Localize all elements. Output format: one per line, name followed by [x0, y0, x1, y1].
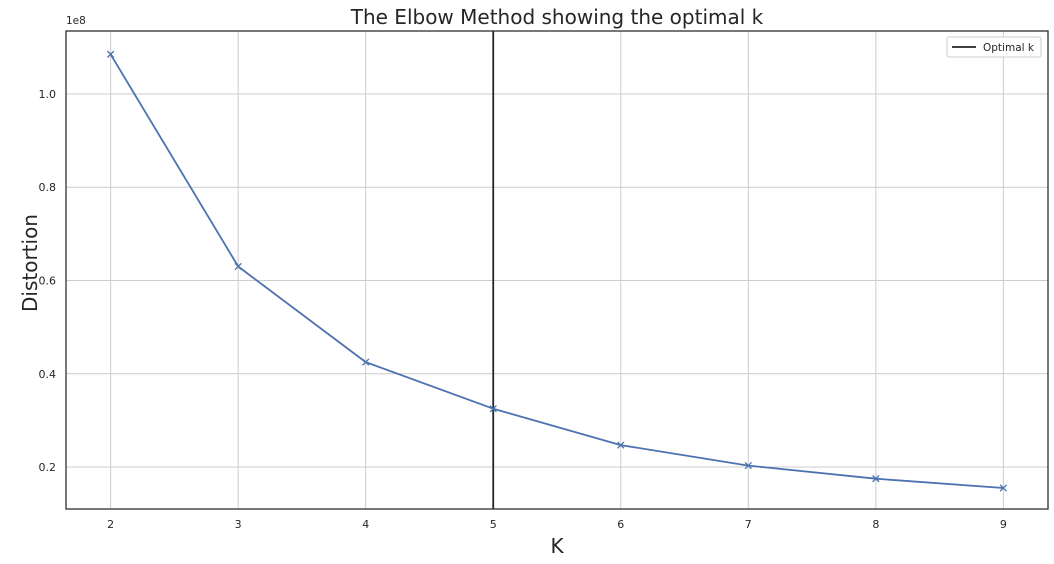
legend-entry-optimal-k: Optimal k: [983, 42, 1035, 54]
x-tick-label-2: 2: [107, 518, 114, 531]
series-line-0: [109, 53, 1004, 489]
x-tick-label-7: 7: [745, 518, 752, 531]
data-point-k3: [234, 262, 242, 271]
y-tick-label-0.2: 0.2: [39, 461, 57, 474]
x-tick-label-5: 5: [490, 518, 497, 531]
grid-lines: [66, 31, 1048, 509]
plot-frame: [65, 30, 1049, 510]
x-tick-label-4: 4: [362, 518, 369, 531]
x-tick-label-9: 9: [1000, 518, 1007, 531]
legend-box: [946, 36, 1042, 58]
data-point-k6: [617, 441, 625, 449]
data-point-k5: [489, 405, 497, 413]
x-tick-label-8: 8: [872, 518, 879, 531]
data-point-k4: [362, 358, 370, 366]
y-axis-offset-label: 1e8: [66, 15, 86, 27]
data-point-k9: [999, 484, 1008, 492]
tick-labels: 2 3 4 5 6 7 8 9 0.2 0.4 0.6 0.8 1.0: [39, 88, 1007, 531]
series-group: [106, 50, 1008, 492]
x-axis-label: K: [550, 534, 564, 558]
y-tick-label-0.6: 0.6: [39, 274, 57, 287]
chart-title: The Elbow Method showing the optimal k: [350, 5, 764, 29]
x-tick-label-3: 3: [235, 518, 242, 531]
y-tick-label-1.0: 1.0: [39, 88, 57, 101]
legend: Optimal k: [946, 36, 1042, 58]
y-tick-label-0.8: 0.8: [39, 181, 57, 194]
x-tick-label-6: 6: [617, 518, 624, 531]
y-axis-label: Distortion: [18, 214, 42, 312]
data-point-k8: [872, 475, 880, 483]
data-point-k7: [744, 461, 752, 470]
data-point-k2: [106, 50, 115, 58]
y-tick-label-0.4: 0.4: [39, 368, 57, 381]
